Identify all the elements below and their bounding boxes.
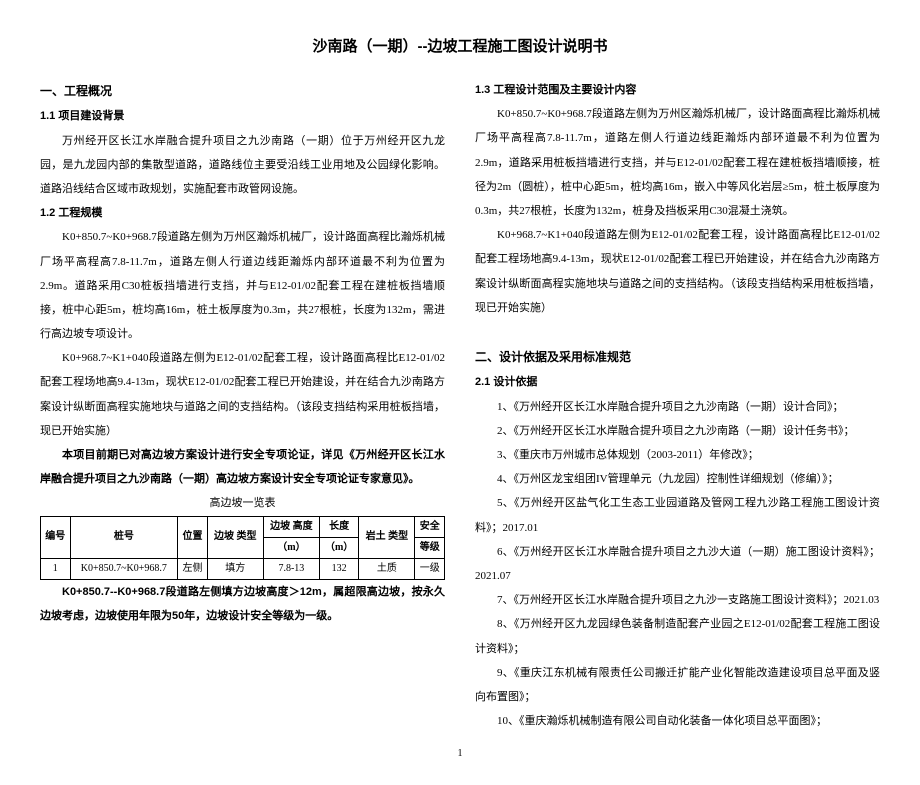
th-height: 边坡 高度	[263, 516, 319, 537]
para-1-2a: K0+850.7~K0+968.7段道路左侧为万州区瀚烁机械厂，设计路面高程比瀚…	[40, 225, 445, 346]
td-c3: 左侧	[178, 558, 208, 579]
reference-list: 1、《万州经开区长江水岸融合提升项目之九沙南路（一期）设计合同》； 2、《万州经…	[475, 395, 880, 734]
ref-item: 9、《重庆江东机械有限责任公司搬迁扩能产业化智能改造建设项目总平面及竖向布置图》…	[475, 661, 880, 709]
td-c6: 132	[319, 558, 358, 579]
td-c2: K0+850.7~K0+968.7	[70, 558, 178, 579]
table-title: 高边坡一览表	[40, 491, 445, 515]
th-safe-u: 等级	[415, 537, 445, 558]
th-height-u: （m）	[263, 537, 319, 558]
th-type: 边坡 类型	[207, 516, 263, 558]
ref-item: 8、《万州经开区九龙园绿色装备制造配套产业园之E12-01/02配套工程施工图设…	[475, 612, 880, 660]
para-1-3a: K0+850.7~K0+968.7段道路左侧为万州区瀚烁机械厂，设计路面高程比瀚…	[475, 102, 880, 223]
right-column: 1.3 工程设计范围及主要设计内容 K0+850.7~K0+968.7段道路左侧…	[475, 78, 880, 733]
td-c5: 7.8-13	[263, 558, 319, 579]
heading-1: 一、工程概况	[40, 78, 445, 104]
ref-item: 4、《万州区龙宝组团IV管理单元（九龙园）控制性详细规划（修编）》；	[475, 467, 880, 491]
para-1-1: 万州经开区长江水岸融合提升项目之九沙南路（一期）位于万州经开区九龙园，是九龙园内…	[40, 129, 445, 202]
th-soil: 岩土 类型	[359, 516, 415, 558]
th-safe: 安全	[415, 516, 445, 537]
th-pos: 位置	[178, 516, 208, 558]
ref-item: 10、《重庆瀚烁机械制造有限公司自动化装备一体化项目总平面图》；	[475, 709, 880, 733]
slope-table: 编号 桩号 位置 边坡 类型 边坡 高度 长度 岩土 类型 安全 （m） （m）…	[40, 516, 445, 580]
ref-item: 5、《万州经开区盐气化工生态工业园道路及管网工程九沙路工程施工图设计资料》；20…	[475, 491, 880, 539]
two-column-layout: 一、工程概况 1.1 项目建设背景 万州经开区长江水岸融合提升项目之九沙南路（一…	[40, 78, 880, 733]
para-1-3b: K0+968.7~K1+040段道路左侧为E12-01/02配套工程，设计路面高…	[475, 223, 880, 320]
heading-1-2: 1.2 工程规模	[40, 201, 445, 225]
left-column: 一、工程概况 1.1 项目建设背景 万州经开区长江水岸融合提升项目之九沙南路（一…	[40, 78, 445, 733]
ref-item: 2、《万州经开区长江水岸融合提升项目之九沙南路（一期）设计任务书》；	[475, 419, 880, 443]
ref-item: 1、《万州经开区长江水岸融合提升项目之九沙南路（一期）设计合同》；	[475, 395, 880, 419]
th-num: 编号	[41, 516, 71, 558]
td-c1: 1	[41, 558, 71, 579]
th-pile: 桩号	[70, 516, 178, 558]
heading-1-3: 1.3 工程设计范围及主要设计内容	[475, 78, 880, 102]
para-1-2c: 本项目前期已对高边坡方案设计进行安全专项论证，详见《万州经开区长江水岸融合提升项…	[40, 443, 445, 491]
td-c4: 填方	[207, 558, 263, 579]
heading-2-1: 2.1 设计依据	[475, 370, 880, 394]
td-c8: 一级	[415, 558, 445, 579]
heading-2: 二、设计依据及采用标准规范	[475, 344, 880, 370]
heading-1-1: 1.1 项目建设背景	[40, 104, 445, 128]
ref-item: 7、《万州经开区长江水岸融合提升项目之九沙一支路施工图设计资料》；2021.03	[475, 588, 880, 612]
table-row: 1 K0+850.7~K0+968.7 左侧 填方 7.8-13 132 土质 …	[41, 558, 445, 579]
ref-item: 3、《重庆市万州城市总体规划（2003-2011）年修改》；	[475, 443, 880, 467]
table-header-row-1: 编号 桩号 位置 边坡 类型 边坡 高度 长度 岩土 类型 安全	[41, 516, 445, 537]
th-length-u: （m）	[319, 537, 358, 558]
para-foot: K0+850.7--K0+968.7段道路左侧填方边坡高度＞12m，属超限高边坡…	[40, 580, 445, 628]
th-length: 长度	[319, 516, 358, 537]
td-c7: 土质	[359, 558, 415, 579]
ref-item: 6、《万州经开区长江水岸融合提升项目之九沙大道（一期）施工图设计资料》；2021…	[475, 540, 880, 588]
para-1-2b: K0+968.7~K1+040段道路左侧为E12-01/02配套工程，设计路面高…	[40, 346, 445, 443]
page-number: 1	[40, 743, 880, 765]
doc-title: 沙南路（一期）--边坡工程施工图设计说明书	[40, 30, 880, 63]
